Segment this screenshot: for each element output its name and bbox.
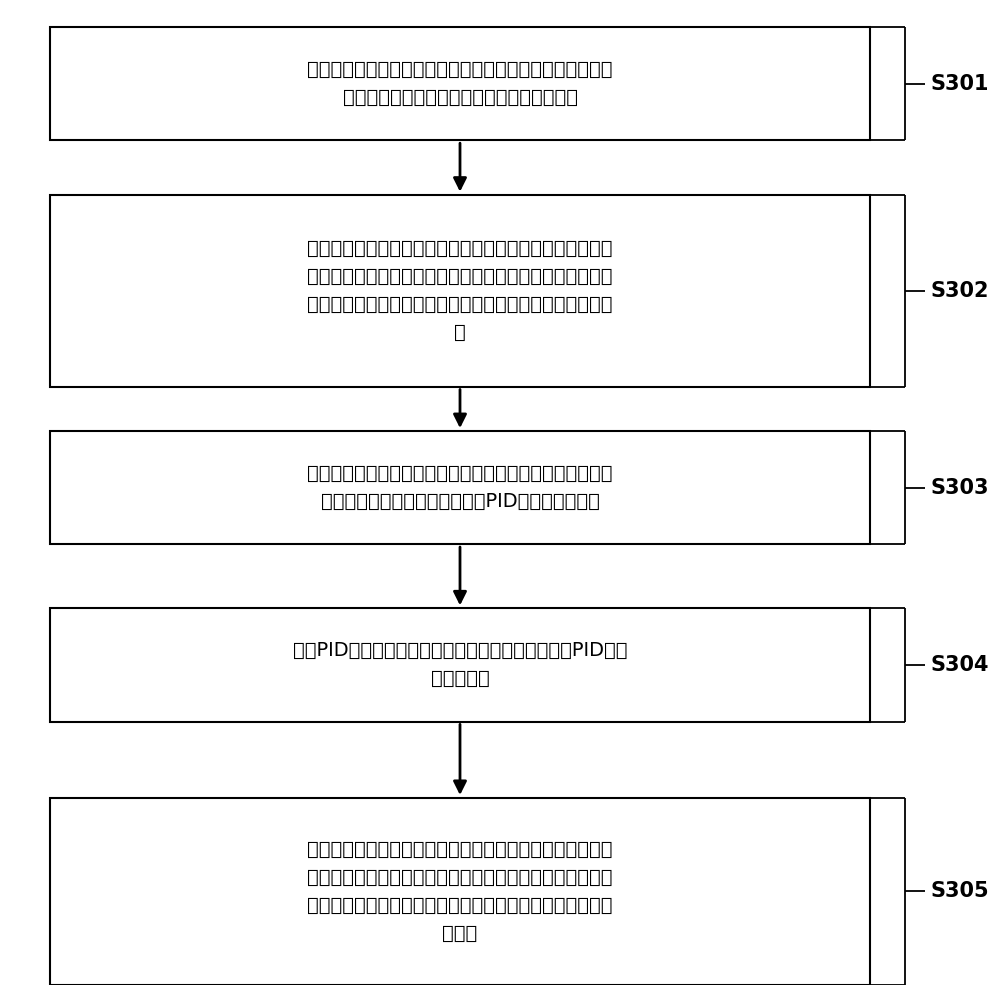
Text: S301: S301 bbox=[930, 74, 988, 94]
Text: 获得所述放肩过程不同阶段的晶体直径，并计算获得晶体直
径的变化值和晶体长度的变化值，并利用所述晶体直径的变
化值与所述晶体长度的变化值之间的比值计算晶体生长角度: 获得所述放肩过程不同阶段的晶体直径，并计算获得晶体直 径的变化值和晶体长度的变化… bbox=[307, 239, 613, 342]
Bar bbox=[50, 431, 870, 544]
Bar bbox=[50, 798, 870, 985]
Text: S305: S305 bbox=[930, 882, 989, 901]
Text: S304: S304 bbox=[930, 655, 988, 675]
Bar bbox=[50, 27, 870, 140]
Text: S303: S303 bbox=[930, 478, 988, 497]
Text: 将所述晶体生长角度值与所述晶体生长角度设定值进行比较
，得到差值，并将所述差值作为PID算法的输入变量: 将所述晶体生长角度值与所述晶体生长角度设定值进行比较 ，得到差值，并将所述差值作… bbox=[307, 464, 613, 511]
Text: 通过PID算法计算晶体生长工艺参数的调节值，作为PID算法
的输出变量: 通过PID算法计算晶体生长工艺参数的调节值，作为PID算法 的输出变量 bbox=[293, 641, 627, 689]
Bar bbox=[50, 608, 870, 721]
Text: S302: S302 bbox=[930, 281, 988, 300]
Text: 预先设置放肩过程不同阶段的晶体生长角度设定值和所述放
肩过程不同阶段的晶体生长工艺参数的设定值: 预先设置放肩过程不同阶段的晶体生长角度设定值和所述放 肩过程不同阶段的晶体生长工… bbox=[307, 60, 613, 107]
Text: 将所述晶体生长工艺参数的调节值和所述晶体生长工艺参数
的设定值相加，得到实际长晶过程的工艺参数，从而保证每
次放肩直径变化的一致性，进而保证不同批次晶体生长质量: 将所述晶体生长工艺参数的调节值和所述晶体生长工艺参数 的设定值相加，得到实际长晶… bbox=[307, 840, 613, 943]
Bar bbox=[50, 195, 870, 387]
